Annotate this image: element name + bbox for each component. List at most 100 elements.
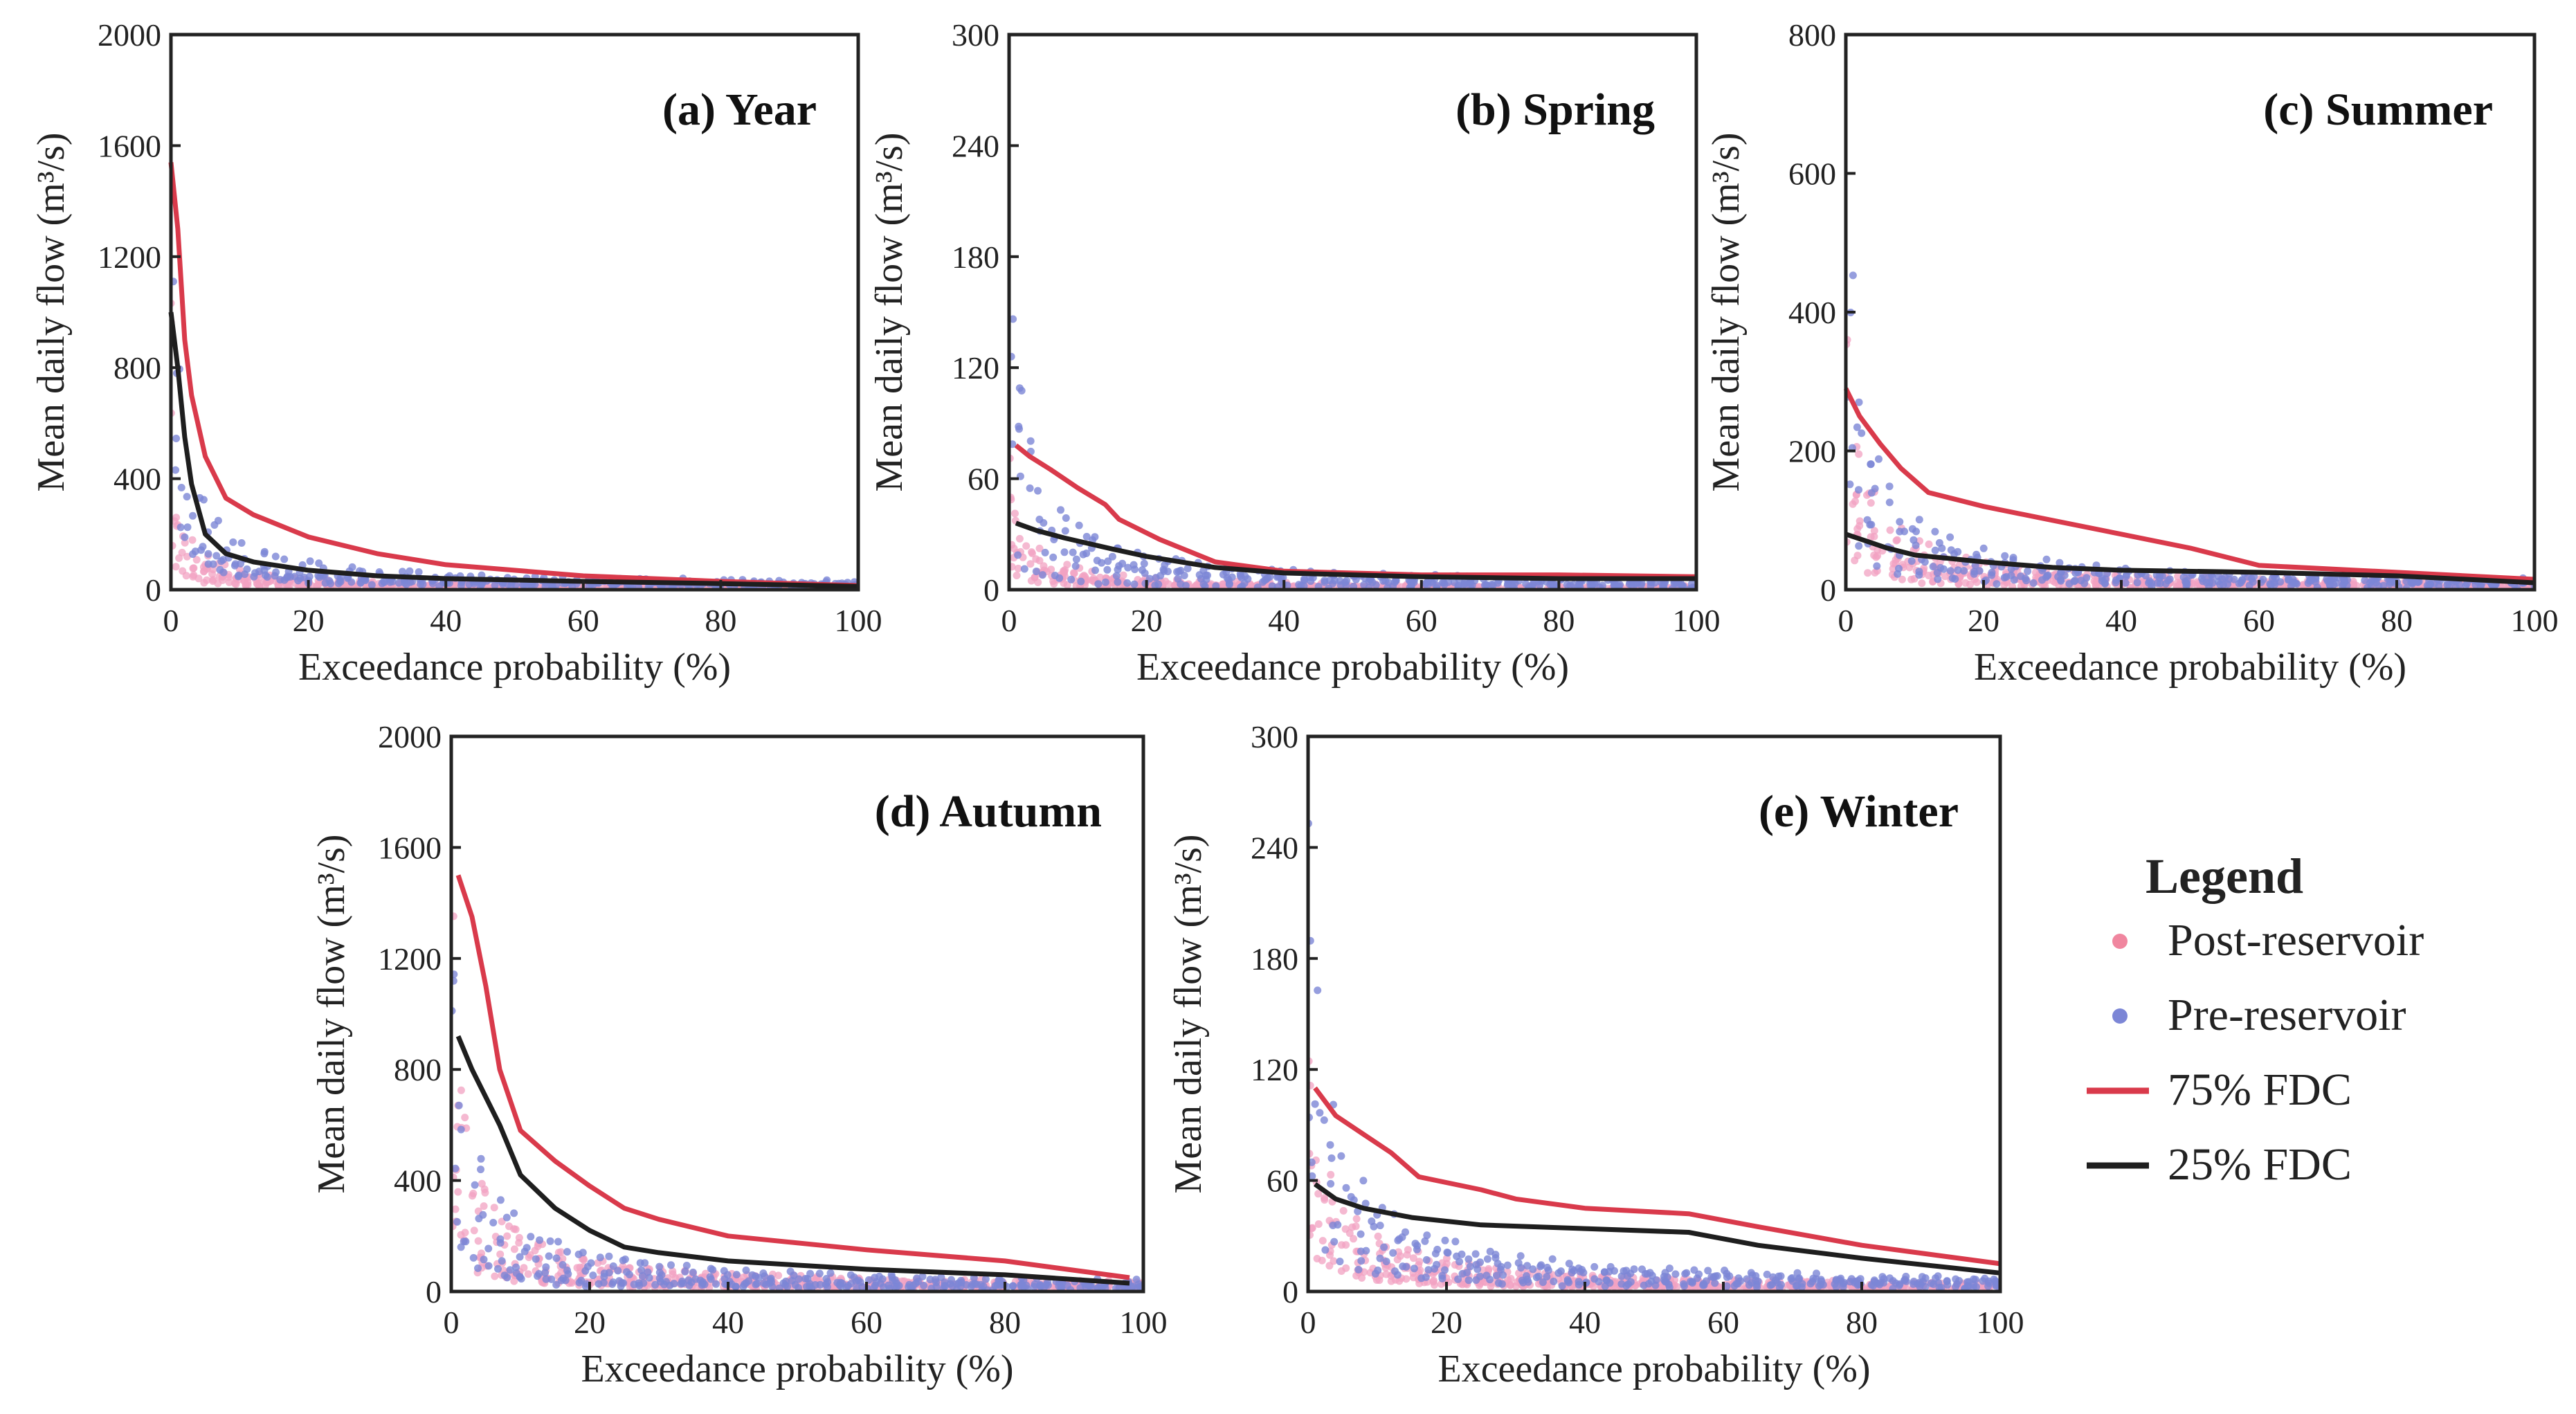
pre-reservoir-point [732,1282,740,1291]
x-tick-label: 80 [989,1305,1021,1340]
y-tick-label: 120 [1251,1052,1298,1087]
pre-reservoir-point [1970,1280,1977,1289]
pre-reservoir-point [1878,1273,1887,1281]
x-tick-label: 0 [444,1305,460,1340]
fdc75-line [1014,443,1697,579]
post-reservoir-point [2006,1286,2014,1294]
pre-reservoir-point [1181,581,1190,590]
pre-reservoir-point [2042,555,2051,563]
x-tick-label: 40 [712,1305,744,1340]
pre-reservoir-point [1568,1265,1577,1273]
pre-reservoir-point [920,1281,928,1289]
panel-title: (c) Summer [2263,84,2493,135]
pre-reservoir-point [1161,561,1169,569]
pre-reservoir-point [516,1253,524,1261]
post-reservoir-point [1026,560,1035,568]
pre-reservoir-point [1402,1228,1409,1236]
post-reservoir-point [1034,578,1042,586]
pre-reservoir-point [534,1272,541,1280]
pre-reservoir-point [1441,1266,1449,1274]
pre-reservoir-point [271,552,280,561]
pre-reservoir-point [1934,575,1942,583]
pre-reservoir-point [2010,576,2018,584]
pre-reservoir-point [183,493,191,501]
pre-reservoir-point [541,1269,550,1277]
pre-reservoir-point [1410,1265,1418,1273]
pre-reservoir-point [581,1282,590,1290]
post-reservoir-point [1856,517,1864,525]
pre-reservoir-point [1499,1271,1507,1279]
pre-reservoir-point [1044,1278,1052,1287]
post-reservoir-point [1314,1220,1323,1229]
pre-reservoir-point [1376,1222,1384,1230]
pre-reservoir-point [1702,1277,1710,1285]
post-reservoir-point [1658,1284,1666,1291]
post-reservoir-point [1314,1190,1323,1198]
pre-reservoir-point [977,1280,985,1289]
post-reservoir-point [1063,561,1071,569]
x-tick-label: 20 [1431,1305,1462,1340]
pre-reservoir-point [237,539,246,547]
pre-reservoir-point [1295,581,1303,589]
y-axis-title: Mean daily flow (m³/s) [310,834,353,1193]
x-axis-title: Exceedance probability (%) [1437,1348,1870,1390]
pre-reservoir-point [932,1278,941,1287]
pre-reservoir-point [1590,1262,1599,1271]
post-reservoir-point [1165,580,1172,588]
pre-reservoir-point [655,1262,664,1271]
fdc75-line [1313,1086,2001,1267]
post-reservoir-point [1318,1237,1327,1245]
pre-reservoir-point [1379,577,1388,585]
pre-reservoir-point [600,1269,608,1278]
post-reservoir-point [313,582,320,590]
pre-reservoir-point [1575,581,1584,589]
pre-reservoir-point [1458,1269,1467,1278]
post-reservoir-point [1442,1260,1451,1268]
pre-reservoir-point [1326,1141,1334,1149]
pre-reservoir-point [388,577,397,586]
y-tick-label: 400 [114,462,161,497]
pre-reservoir-point [670,1280,678,1288]
pre-reservoir-point [230,561,239,570]
pre-reservoir-point [1009,440,1017,448]
pre-reservoir-point [1104,557,1112,565]
pre-reservoir-point [1382,1258,1390,1266]
pre-reservoir-point [554,1238,562,1246]
pre-reservoir-point [2202,579,2211,587]
y-tick-label: 0 [983,572,999,608]
pre-reservoir-point [1147,1282,1154,1289]
pre-reservoir-point [503,1273,511,1282]
pre-reservoir-point [854,1276,862,1285]
pre-reservoir-point [947,1276,955,1284]
pre-reservoir-point [864,579,872,587]
pre-reservoir-point [752,1280,760,1289]
pre-reservoir-point [1902,1272,1910,1280]
pre-reservoir-point [1372,581,1380,589]
y-tick-label: 1600 [98,128,161,163]
pre-reservoir-point [1154,580,1163,588]
pre-reservoir-point [2070,577,2078,586]
pre-reservoir-point [1130,561,1138,569]
post-reservoir-point [469,1192,476,1200]
pre-reservoir-point [494,1265,502,1273]
pre-reservoir-point [260,550,269,558]
pre-reservoir-point [651,1280,660,1289]
pre-reservoir-point [1451,1238,1460,1246]
pre-reservoir-point [1482,581,1490,589]
pre-reservoir-point [1118,559,1127,568]
pre-reservoir-point [2476,582,2485,590]
post-reservoir-point [520,1264,528,1272]
post-reservoir-point [1035,544,1044,552]
post-reservoir-point [1701,585,1709,592]
pre-reservoir-point [1895,1281,1903,1289]
pre-reservoir-point [1406,577,1414,586]
pre-reservoir-point [455,1101,463,1109]
pre-reservoir-point [484,1262,493,1270]
pre-reservoir-point [609,1278,617,1287]
post-reservoir-point [1487,1282,1495,1290]
pre-reservoir-point [677,1280,685,1288]
pre-reservoir-point [1314,986,1322,995]
pre-reservoir-point [209,560,217,568]
pre-reservoir-point [1819,1280,1827,1289]
pre-reservoir-point [1026,437,1035,445]
